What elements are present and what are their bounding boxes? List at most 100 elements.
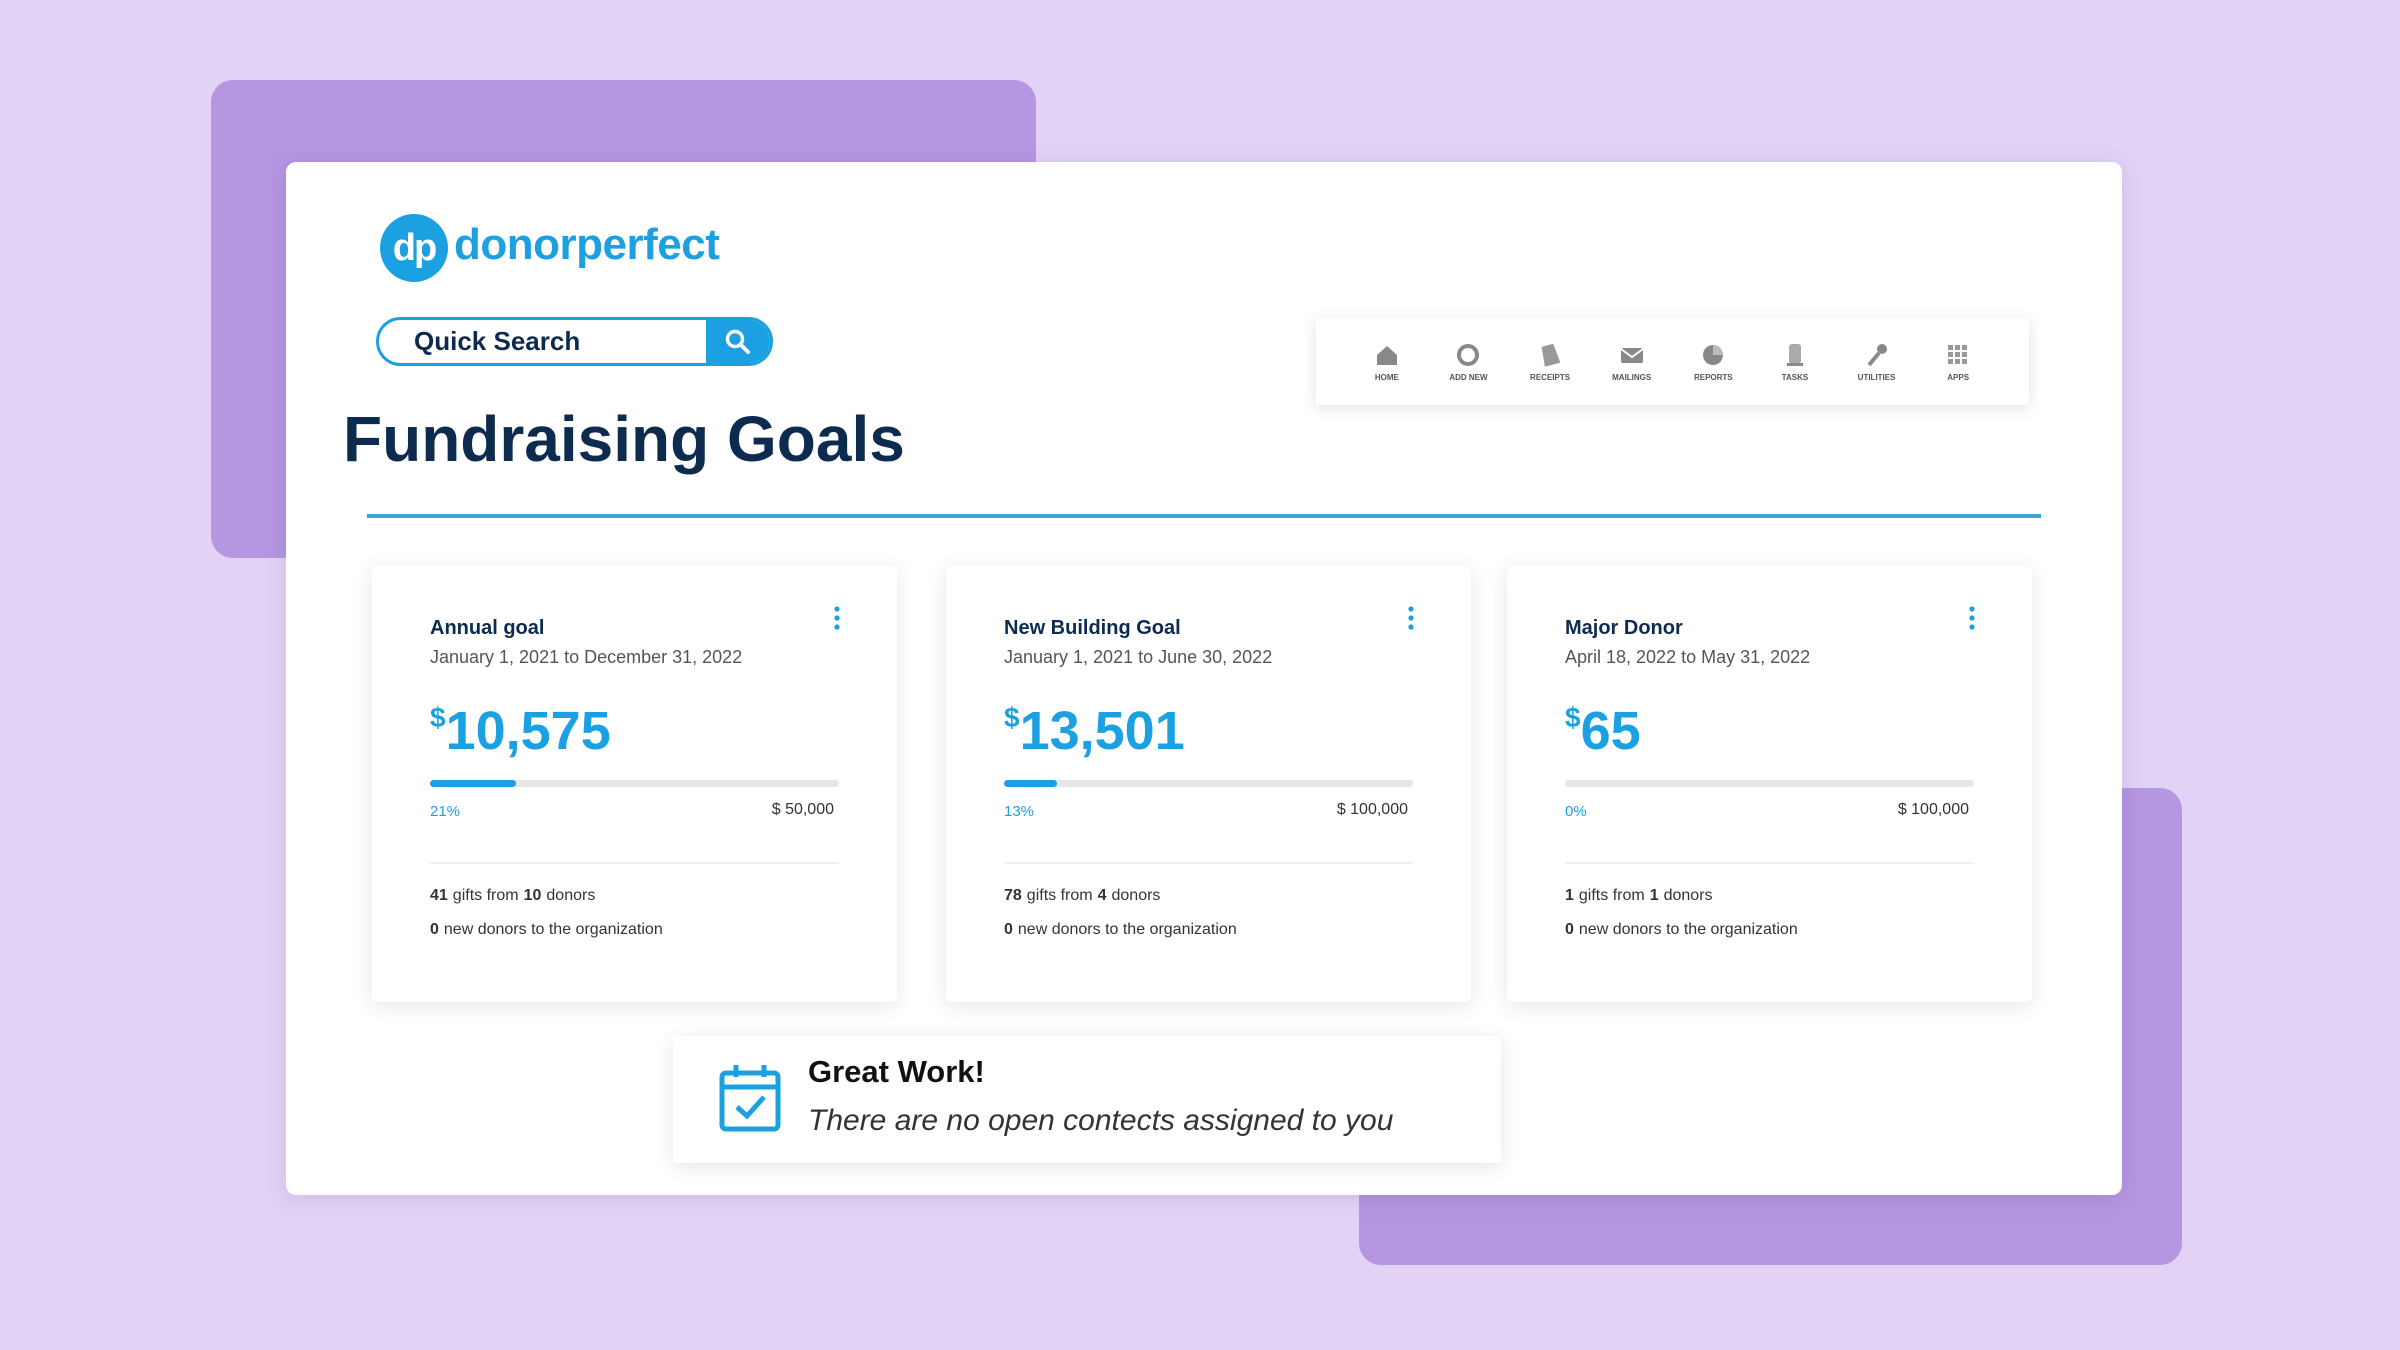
nav-icon xyxy=(1703,345,1724,365)
stat-text: 41 xyxy=(430,887,448,904)
nav-icon xyxy=(1541,343,1561,367)
nav-icon xyxy=(1786,344,1803,366)
card-divider xyxy=(430,862,839,864)
goal-target: $ 50,000 xyxy=(771,801,834,818)
stat-text: gifts from xyxy=(1578,887,1645,904)
nav-icon xyxy=(1620,348,1644,363)
divider xyxy=(367,514,2041,518)
nav-item[interactable]: REPORTS xyxy=(1673,341,1753,382)
progress-label: 0% xyxy=(1565,803,1587,820)
goal-target: $ 100,000 xyxy=(1897,801,1969,818)
nav-label[interactable]: MAILINGS xyxy=(1612,373,1652,382)
card-menu[interactable] xyxy=(1406,605,1416,636)
goal-card: New Building Goal January 1, 2021 to June… xyxy=(946,565,1471,1002)
goal-card: Annual goal January 1, 2021 to December 3… xyxy=(372,565,897,1002)
search-icon xyxy=(725,329,750,354)
nav-label[interactable]: APPS xyxy=(1947,373,1970,382)
nav-icon xyxy=(1867,344,1887,367)
goal-dates: January 1, 2021 to June 30, 2022 xyxy=(1004,647,1273,667)
calendar-icon xyxy=(719,1065,781,1132)
goal-amount: $65 xyxy=(1565,700,1641,762)
nav-icon xyxy=(1948,345,1968,364)
stat-text: donors xyxy=(546,887,596,904)
stat-text: 78 xyxy=(1004,887,1022,904)
stat-text: new donors to the organization xyxy=(443,921,663,938)
stat-text: 10 xyxy=(523,887,542,904)
stat-line: 78 gifts from 4 donors xyxy=(1004,887,1165,905)
nav-item[interactable]: ADD NEW xyxy=(1428,341,1508,382)
nav-label[interactable]: TASKS xyxy=(1781,373,1809,382)
progress-fill xyxy=(1004,780,1058,787)
amount: 13,501 xyxy=(1019,701,1185,761)
currency: $ xyxy=(1565,702,1581,733)
notice-message: There are no open contects assigned to y… xyxy=(808,1104,1394,1137)
nav-label[interactable]: HOME xyxy=(1374,373,1399,382)
goal-dates: April 18, 2022 to May 31, 2022 xyxy=(1565,647,1811,667)
stat-text: gifts from xyxy=(452,887,519,904)
menu-icon[interactable] xyxy=(1967,605,1977,631)
goal-target: $ 100,000 xyxy=(1336,801,1408,818)
nav-item[interactable]: RECEIPTS xyxy=(1510,341,1590,382)
logo-name[interactable]: donorperfect xyxy=(454,220,720,269)
goal-amount: $10,575 xyxy=(430,700,611,762)
amount: 10,575 xyxy=(445,701,611,761)
goal-title: New Building Goal xyxy=(1004,617,1181,639)
card-divider xyxy=(1004,862,1413,864)
progress-label: 21% xyxy=(430,803,461,820)
card-divider xyxy=(1565,862,1974,864)
stat-text: 0 xyxy=(1565,921,1574,938)
card-menu[interactable] xyxy=(1967,605,1977,636)
nav-icon xyxy=(1457,344,1480,366)
currency: $ xyxy=(430,702,446,733)
stat-text: 4 xyxy=(1097,887,1107,904)
progress-track xyxy=(1565,780,1974,787)
stat-text: gifts from xyxy=(1026,887,1093,904)
stat-text: new donors to the organization xyxy=(1017,921,1237,938)
nav-bar: HOME ADD NEW RECEIPTS MAILINGS REPORTS TASKS U… xyxy=(1316,318,2029,405)
nav-item[interactable]: UTILITIES xyxy=(1837,341,1917,382)
card-menu[interactable] xyxy=(832,605,842,636)
page-title: Fundraising Goals xyxy=(343,403,905,475)
nav-item[interactable]: TASKS xyxy=(1755,341,1835,382)
goal-card: Major Donor April 18, 2022 to May 31, 202… xyxy=(1507,565,2032,1002)
stat-line: 0 new donors to the organization xyxy=(430,921,668,939)
progress-track xyxy=(430,780,839,787)
amount: 65 xyxy=(1580,701,1641,761)
nav-label[interactable]: REPORTS xyxy=(1693,373,1733,382)
menu-icon[interactable] xyxy=(832,605,842,631)
nav-item[interactable]: APPS xyxy=(1918,341,1998,382)
search-input[interactable]: Quick Search xyxy=(414,326,581,356)
goal-title: Annual goal xyxy=(430,617,545,639)
progress-fill xyxy=(430,780,516,787)
notice: Great Work! There are no open contects a… xyxy=(673,1036,1501,1163)
notice-title: Great Work! xyxy=(808,1054,985,1089)
stat-text: donors xyxy=(1111,887,1161,904)
search-button[interactable] xyxy=(706,320,770,363)
stat-text: 1 xyxy=(1649,887,1659,904)
nav-label[interactable]: UTILITIES xyxy=(1857,373,1896,382)
stat-text: 0 xyxy=(430,921,439,938)
currency: $ xyxy=(1004,702,1020,733)
nav-label[interactable]: RECEIPTS xyxy=(1530,373,1571,382)
nav-item[interactable]: HOME xyxy=(1347,341,1427,382)
search-box[interactable]: Quick Search xyxy=(376,317,773,366)
stat-line: 1 gifts from 1 donors xyxy=(1565,887,1718,905)
nav-item[interactable]: MAILINGS xyxy=(1592,341,1672,382)
progress-label: 13% xyxy=(1004,803,1035,820)
goal-amount: $13,501 xyxy=(1004,700,1185,762)
progress-track xyxy=(1004,780,1413,787)
stat-line: 0 new donors to the organization xyxy=(1004,921,1242,939)
stat-text: donors xyxy=(1663,887,1713,904)
stat-text: 1 xyxy=(1565,887,1574,904)
stat-text: 0 xyxy=(1004,921,1013,938)
stat-line: 41 gifts from 10 donors xyxy=(430,887,600,905)
menu-icon[interactable] xyxy=(1406,605,1416,631)
nav-label[interactable]: ADD NEW xyxy=(1449,373,1488,382)
nav-icon xyxy=(1376,346,1397,365)
stat-text: new donors to the organization xyxy=(1578,921,1798,938)
stat-line: 0 new donors to the organization xyxy=(1565,921,1803,939)
logo-mark[interactable]: dp xyxy=(380,214,448,282)
goal-dates: January 1, 2021 to December 31, 2022 xyxy=(430,647,743,667)
goal-title: Major Donor xyxy=(1565,617,1683,639)
